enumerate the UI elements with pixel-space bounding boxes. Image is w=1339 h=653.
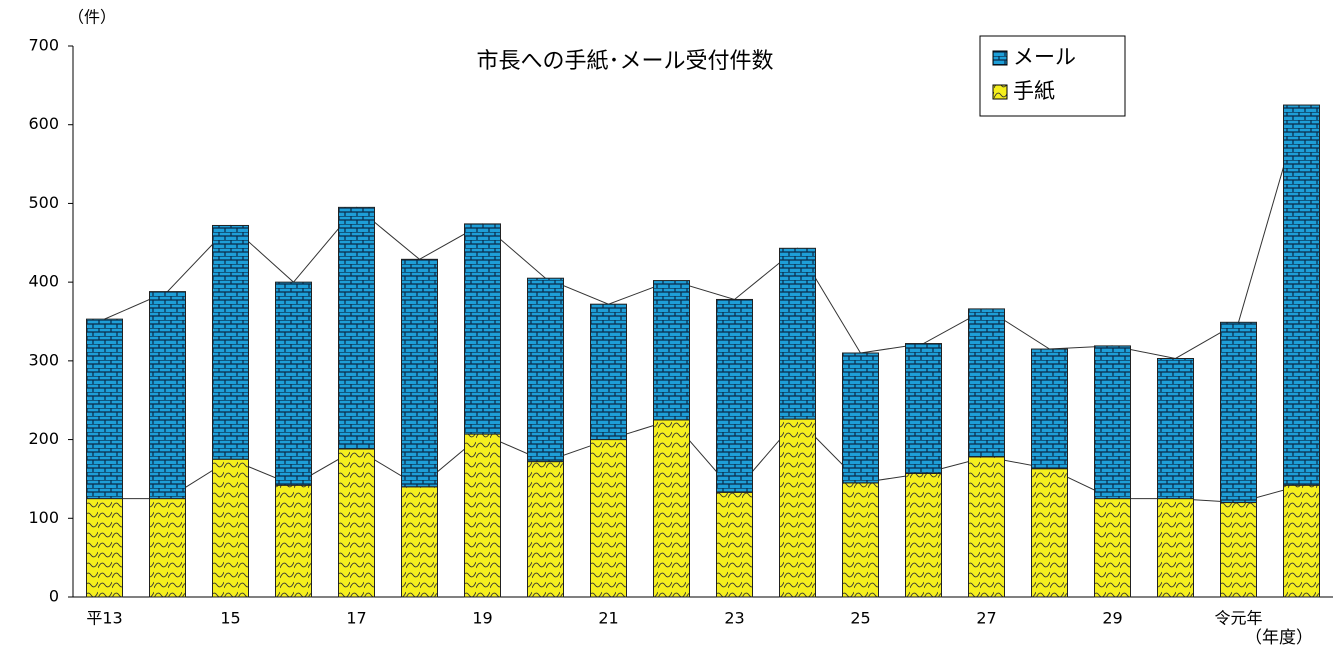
bar bbox=[716, 491, 753, 598]
bar bbox=[86, 318, 123, 500]
legend-swatch bbox=[992, 84, 1008, 100]
y-tick-label: 700 bbox=[28, 36, 59, 55]
bar bbox=[1283, 484, 1320, 598]
y-tick-label: 0 bbox=[49, 587, 59, 606]
y-tick-label: 600 bbox=[28, 114, 59, 133]
bar bbox=[968, 456, 1005, 598]
bar bbox=[338, 448, 375, 598]
x-tick-label: 27 bbox=[976, 609, 996, 628]
bar bbox=[1220, 321, 1257, 504]
bar bbox=[401, 486, 438, 598]
bar bbox=[149, 498, 186, 598]
y-axis-label: （件） bbox=[68, 8, 116, 27]
bar bbox=[275, 484, 312, 598]
bar bbox=[1094, 498, 1131, 598]
x-tick-label: 15 bbox=[220, 609, 240, 628]
bar bbox=[464, 433, 501, 598]
bar bbox=[905, 343, 942, 474]
bar bbox=[968, 308, 1005, 458]
x-tick-label: 21 bbox=[598, 609, 618, 628]
legend-label: 手紙 bbox=[1013, 79, 1055, 103]
bar bbox=[527, 277, 564, 463]
bar bbox=[779, 247, 816, 420]
bar bbox=[527, 461, 564, 598]
bar bbox=[779, 418, 816, 598]
y-tick-label: 300 bbox=[28, 350, 59, 369]
bar bbox=[653, 280, 690, 421]
bar bbox=[212, 224, 249, 460]
bar bbox=[1283, 104, 1320, 486]
bar bbox=[1031, 468, 1068, 598]
bar bbox=[590, 303, 627, 441]
bar bbox=[149, 291, 186, 500]
y-tick-label: 400 bbox=[28, 272, 59, 291]
bar bbox=[1094, 345, 1131, 500]
bar bbox=[212, 458, 249, 598]
bar bbox=[86, 498, 123, 598]
x-tick-label: 29 bbox=[1102, 609, 1122, 628]
bar bbox=[590, 439, 627, 598]
bar bbox=[1157, 357, 1194, 500]
x-tick-label: 令元年 bbox=[1214, 609, 1262, 628]
legend-label: メール bbox=[1013, 45, 1076, 69]
bar bbox=[1220, 502, 1257, 598]
y-tick-label: 100 bbox=[28, 508, 59, 527]
legend-swatch bbox=[992, 50, 1008, 66]
x-tick-label: 23 bbox=[724, 609, 744, 628]
bar bbox=[1031, 348, 1068, 470]
x-tick-label: 平13 bbox=[86, 609, 122, 628]
bar bbox=[905, 472, 942, 598]
bar bbox=[653, 419, 690, 598]
bar bbox=[1157, 498, 1194, 598]
legend-box bbox=[979, 35, 1126, 117]
x-axis-label: （年度） bbox=[1245, 628, 1313, 648]
x-tick-label: 19 bbox=[472, 609, 492, 628]
y-tick-label: 200 bbox=[28, 429, 59, 448]
x-tick-label: 17 bbox=[346, 609, 366, 628]
bar bbox=[464, 223, 501, 435]
bar bbox=[275, 281, 312, 486]
chart-title: 市長への手紙･メール受付件数 bbox=[476, 49, 773, 74]
bar bbox=[842, 352, 879, 484]
bar bbox=[401, 258, 438, 488]
bar bbox=[842, 482, 879, 598]
x-tick-label: 25 bbox=[850, 609, 870, 628]
bar bbox=[338, 206, 375, 450]
bar bbox=[716, 298, 753, 493]
y-tick-label: 500 bbox=[28, 193, 59, 212]
